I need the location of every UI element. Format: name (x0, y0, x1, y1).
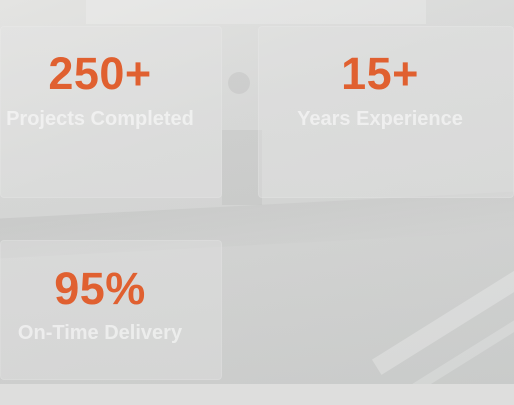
stat-card-delivery (0, 240, 222, 380)
stat-card-projects (0, 26, 222, 198)
background-block (222, 130, 262, 205)
stat-value-experience: 15+ (341, 48, 419, 99)
background-photo (0, 0, 514, 384)
stat-label-delivery: On-Time Delivery (17, 322, 183, 344)
stat-label-experience: Years Experience (297, 108, 463, 130)
stat-value-projects: 250+ (48, 48, 152, 99)
background-highlight (86, 0, 426, 24)
bottom-strip (0, 384, 514, 405)
background-knob (228, 72, 250, 94)
stat-value-delivery: 95% (54, 263, 146, 314)
stat-card-experience (258, 26, 514, 198)
stat-label-projects: Projects Completed (6, 108, 194, 130)
